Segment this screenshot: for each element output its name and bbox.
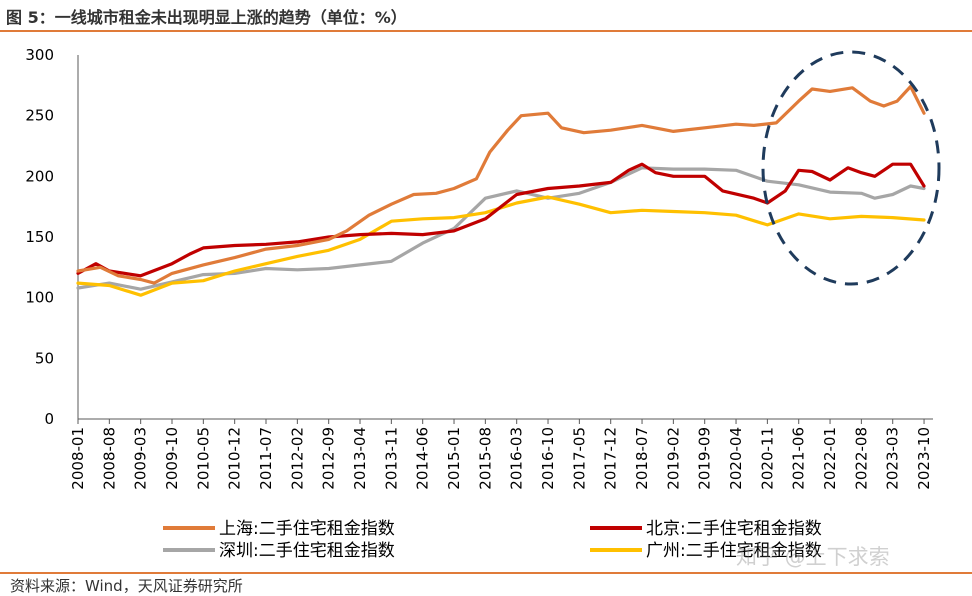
series-line [76, 162, 926, 278]
y-tick-label: 150 [25, 228, 54, 246]
source-note: 资料来源：Wind，天风证券研究所 [10, 577, 243, 595]
x-tick-label: 2019-02 [664, 427, 682, 490]
x-tick-label: 2009-10 [163, 427, 181, 490]
x-tick-label: 2008-01 [69, 427, 87, 490]
series-lines [76, 84, 926, 297]
figure-title: 图 5：一线城市租金未出现明显上涨的趋势（单位：%） [6, 8, 407, 27]
x-tick-label: 2012-02 [288, 427, 306, 490]
y-axis-ticks: 0 50 100 150 200 250 300 [25, 46, 54, 428]
axes [77, 55, 933, 420]
series-line [76, 166, 926, 291]
x-tick-label: 2010-12 [226, 427, 244, 490]
x-tick-label: 2016-03 [508, 427, 526, 490]
legend-label: 深圳:二手住宅租金指数 [219, 541, 395, 561]
x-tick-label: 2011-07 [257, 427, 275, 490]
x-tick-label: 2020-04 [727, 427, 745, 490]
footer-rule [0, 572, 972, 574]
x-tick-label: 2012-09 [320, 427, 338, 490]
x-tick-label: 2022-01 [821, 427, 839, 490]
x-tick-label: 2015-08 [476, 427, 494, 490]
x-tick-label: 2010-05 [194, 427, 212, 490]
y-tick-label: 250 [25, 107, 54, 125]
x-tick-label: 2009-03 [132, 427, 150, 490]
series-line [76, 195, 926, 297]
y-tick-label: 200 [25, 167, 54, 185]
x-axis-ticks: 2008-01 2008-08 2009-03 2009-10 2010-05 2010-… [69, 419, 933, 490]
x-tick-label: 2013-11 [382, 427, 400, 490]
title-rule [0, 30, 972, 32]
x-tick-label: 2023-03 [884, 427, 902, 490]
x-tick-label: 2019-09 [696, 427, 714, 490]
legend-label: 北京:二手住宅租金指数 [646, 519, 822, 539]
y-tick-label: 300 [25, 46, 54, 64]
y-tick-label: 50 [35, 349, 54, 367]
x-tick-label: 2015-01 [445, 427, 463, 490]
y-tick-label: 100 [25, 289, 54, 307]
legend-label: 广州:二手住宅租金指数 [646, 541, 822, 561]
legend-label: 上海:二手住宅租金指数 [219, 519, 395, 539]
x-tick-label: 2008-08 [100, 427, 118, 490]
x-tick-label: 2017-05 [570, 427, 588, 490]
x-tick-label: 2023-10 [915, 427, 933, 490]
x-tick-label: 2013-04 [351, 427, 369, 490]
x-tick-label: 2014-06 [414, 427, 432, 490]
series-line [76, 84, 926, 285]
highlight-ellipse [761, 50, 941, 286]
x-tick-label: 2017-12 [602, 427, 620, 490]
x-tick-label: 2016-10 [539, 427, 557, 490]
watermark: 知乎 @上下求索 [736, 545, 890, 569]
x-tick-label: 2021-06 [790, 427, 808, 490]
x-tick-label: 2018-07 [633, 427, 651, 490]
x-tick-label: 2020-11 [758, 427, 776, 490]
y-tick-label: 0 [44, 410, 54, 428]
x-tick-label: 2022-08 [852, 427, 870, 490]
